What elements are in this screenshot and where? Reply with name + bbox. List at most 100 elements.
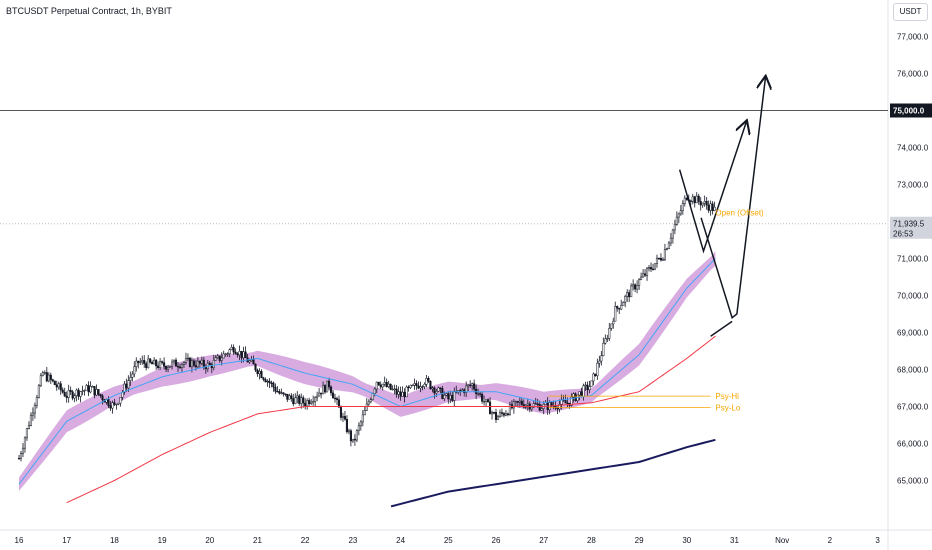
candle-body xyxy=(176,366,180,368)
candle-body xyxy=(310,401,313,404)
x-tick-label: 18 xyxy=(110,536,119,545)
candle-body xyxy=(506,413,509,416)
candle-body xyxy=(431,387,434,390)
candle-body xyxy=(47,374,50,382)
candle-body xyxy=(598,360,601,364)
candle-body xyxy=(653,263,657,270)
candle-body xyxy=(324,385,327,393)
candle-body xyxy=(632,284,635,287)
candle-body xyxy=(379,384,382,388)
candle-body xyxy=(318,392,321,397)
candle-body xyxy=(167,367,170,370)
candle-body xyxy=(383,382,386,385)
y-tick-label: 67,000.0 xyxy=(897,403,929,412)
annotation-label: Open (Offset) xyxy=(715,208,764,217)
candle-body xyxy=(145,363,148,368)
candle-body xyxy=(655,257,659,264)
candle-body xyxy=(649,267,653,270)
x-tick-label: 31 xyxy=(730,536,739,545)
price-label: 71,939.5 xyxy=(893,220,925,229)
candle-body xyxy=(65,395,68,398)
projection-arrow xyxy=(700,77,765,319)
candle-body xyxy=(508,404,511,416)
candle-body xyxy=(504,413,507,416)
candle-body xyxy=(202,359,205,367)
candle-body xyxy=(665,248,668,250)
candle-body xyxy=(453,391,456,401)
x-tick-label: Nov xyxy=(775,536,789,545)
x-tick-label: 2 xyxy=(828,536,833,545)
candle-body xyxy=(711,203,714,211)
candle-body xyxy=(618,307,621,310)
projection-arrow xyxy=(710,320,733,337)
candle-body xyxy=(612,320,615,325)
x-tick-label: 25 xyxy=(444,536,453,545)
candle-body xyxy=(578,391,581,396)
candle-body xyxy=(586,384,589,391)
candle-body xyxy=(230,347,233,350)
candle-body xyxy=(683,197,686,204)
level-label: 75,000.0 xyxy=(893,107,925,116)
symbol-title[interactable]: BTCUSDT Perpetual Contract, 1h, BYBIT xyxy=(6,6,172,16)
candle-body xyxy=(312,401,315,403)
candle-body xyxy=(258,371,261,375)
candles-group xyxy=(17,192,716,462)
annotation-label: Psy-Lo xyxy=(715,404,740,413)
candle-body xyxy=(705,201,708,206)
candle-body xyxy=(73,395,76,399)
candle-body xyxy=(644,273,647,276)
candle-body xyxy=(570,396,573,406)
x-tick-label: 28 xyxy=(587,536,596,545)
candle-body xyxy=(35,397,38,406)
annotation-label: Psy-Hi xyxy=(715,392,739,401)
candle-body xyxy=(129,377,132,381)
candle-body xyxy=(411,384,414,387)
candle-body xyxy=(107,398,110,406)
candle-body xyxy=(172,359,176,363)
candle-body xyxy=(610,323,613,329)
candle-body xyxy=(640,276,643,280)
candle-body xyxy=(252,359,255,365)
candle-body xyxy=(437,387,440,392)
candle-body xyxy=(439,387,442,389)
candle-body xyxy=(353,438,356,441)
candle-body xyxy=(385,382,388,388)
candle-body xyxy=(169,365,172,368)
candle-body xyxy=(588,386,591,391)
ema-fast-line xyxy=(18,258,716,485)
candle-body xyxy=(556,407,559,410)
candle-body xyxy=(471,383,474,386)
candle-body xyxy=(630,285,633,298)
candle-body xyxy=(628,292,631,298)
candle-body xyxy=(192,360,195,366)
candle-body xyxy=(373,388,376,394)
candle-body xyxy=(445,393,448,396)
candle-body xyxy=(713,206,716,211)
y-tick-label: 68,000.0 xyxy=(897,366,929,375)
candle-body xyxy=(582,385,585,397)
candle-body xyxy=(109,405,112,409)
currency-button[interactable]: USDT xyxy=(893,3,928,21)
candle-body xyxy=(57,383,60,388)
candle-body xyxy=(272,382,275,388)
candle-body xyxy=(196,360,199,368)
y-tick-label: 65,000.0 xyxy=(897,477,929,486)
candle-body xyxy=(184,358,187,363)
candle-body xyxy=(155,359,158,367)
candle-body xyxy=(256,369,259,375)
candle-body xyxy=(465,385,468,393)
candle-body xyxy=(395,388,398,395)
candle-body xyxy=(115,403,118,406)
candle-body xyxy=(341,416,345,418)
candle-body xyxy=(322,385,325,395)
candle-body xyxy=(91,386,94,388)
candle-body xyxy=(236,353,239,356)
level-label-bg xyxy=(890,103,932,118)
ema-ribbon xyxy=(19,251,716,491)
candle-body xyxy=(101,395,104,401)
candle-body xyxy=(29,414,32,426)
x-tick-label: 16 xyxy=(15,536,24,545)
candle-body xyxy=(170,361,174,367)
candle-body xyxy=(280,392,283,394)
